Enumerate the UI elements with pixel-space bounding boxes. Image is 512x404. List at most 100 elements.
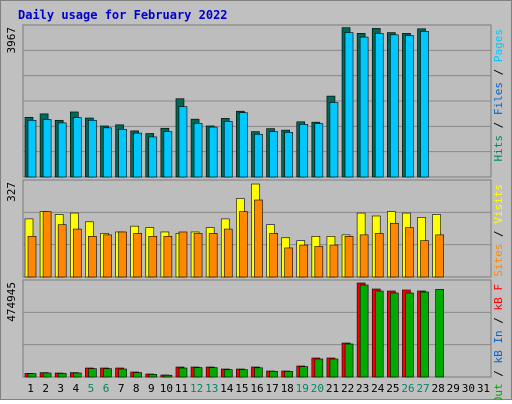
bar-bottom-kb-out-day-24 bbox=[374, 290, 384, 378]
panel-top: 3967 bbox=[5, 24, 492, 178]
bar-top-files-day-15 bbox=[239, 112, 248, 178]
bar-bottom-kb-out-day-6 bbox=[103, 368, 112, 378]
x-tick-label-day-6: 6 bbox=[103, 382, 110, 395]
legend-separator: / bbox=[492, 311, 505, 331]
chart-title: Daily usage for February 2022 bbox=[18, 8, 228, 22]
bar-middle-sites-day-24 bbox=[374, 233, 384, 278]
x-tick-label-day-17: 17 bbox=[265, 382, 278, 395]
legend-entry: Pages bbox=[492, 29, 505, 62]
bar-middle-sites-day-21 bbox=[329, 244, 339, 278]
x-tick-label-day-31: 31 bbox=[477, 382, 490, 395]
legend-separator: / bbox=[492, 115, 505, 135]
bar-top-files-day-24 bbox=[374, 33, 384, 178]
bar-top-files-day-16 bbox=[254, 133, 263, 178]
x-tick-label-day-28: 28 bbox=[432, 382, 445, 395]
legend-top: Hits / Files / Pages bbox=[492, 29, 505, 162]
bar-middle-sites-day-22 bbox=[344, 236, 354, 278]
x-tick-label-day-23: 23 bbox=[356, 382, 369, 395]
x-tick-label-day-1: 1 bbox=[27, 382, 34, 395]
bar-middle-sites-day-16 bbox=[254, 199, 263, 278]
bar-top-files-day-8 bbox=[133, 132, 142, 178]
bar-top-files-day-27 bbox=[420, 31, 429, 178]
bar-top-files-day-17 bbox=[269, 131, 278, 178]
legend-separator: / bbox=[492, 364, 505, 384]
bar-middle-sites-day-8 bbox=[133, 233, 142, 278]
x-tick-label-day-26: 26 bbox=[401, 382, 414, 395]
bar-top-files-day-14 bbox=[223, 121, 233, 178]
bar-bottom-kb-out-day-2 bbox=[42, 372, 52, 378]
legend-entry: kB In bbox=[492, 330, 505, 363]
bar-top-files-day-25 bbox=[390, 34, 399, 178]
bar-middle-sites-day-9 bbox=[148, 236, 158, 278]
bar-top-files-day-7 bbox=[118, 129, 127, 178]
bar-middle-sites-day-5 bbox=[88, 236, 97, 278]
bar-bottom-kb-out-day-17 bbox=[269, 371, 278, 378]
y-max-label-middle: 327 bbox=[5, 182, 18, 202]
bar-middle-sites-day-6 bbox=[103, 234, 112, 278]
legend-text-middle: Sites / Visits bbox=[492, 184, 505, 277]
x-tick-label-day-14: 14 bbox=[220, 382, 234, 395]
bar-bottom-kb-out-day-7 bbox=[118, 368, 127, 378]
x-tick-label-day-10: 10 bbox=[160, 382, 173, 395]
bar-middle-sites-day-26 bbox=[405, 227, 414, 278]
x-tick-label-day-30: 30 bbox=[462, 382, 475, 395]
bar-middle-sites-day-10 bbox=[163, 236, 173, 278]
x-tick-label-day-29: 29 bbox=[447, 382, 460, 395]
bar-bottom-kb-out-day-27 bbox=[420, 291, 429, 378]
bar-middle-sites-day-25 bbox=[390, 222, 399, 278]
bar-top-files-day-18 bbox=[284, 132, 293, 178]
x-tick-label-day-13: 13 bbox=[205, 382, 218, 395]
legend-entry: Files bbox=[492, 82, 505, 115]
x-tick-label-day-9: 9 bbox=[148, 382, 155, 395]
bar-middle-sites-day-3 bbox=[57, 224, 67, 278]
bar-bottom-kb-out-day-5 bbox=[88, 368, 97, 378]
bar-middle-sites-day-27 bbox=[420, 240, 429, 278]
panel-bottom: 474945 bbox=[5, 279, 492, 378]
legend-bottom: kB Out / kB In / kB F bbox=[492, 284, 505, 404]
x-tick-label-day-8: 8 bbox=[133, 382, 140, 395]
bar-middle-sites-day-4 bbox=[72, 228, 82, 278]
bar-top-files-day-1 bbox=[27, 119, 37, 178]
x-tick-label-day-12: 12 bbox=[190, 382, 203, 395]
bar-top-files-day-13 bbox=[208, 126, 218, 178]
bar-top-files-day-3 bbox=[57, 122, 67, 178]
bar-bottom-kb-out-day-10 bbox=[163, 374, 173, 378]
bar-middle-sites-day-13 bbox=[208, 233, 218, 278]
bar-top-files-day-4 bbox=[72, 117, 82, 178]
bar-top-files-day-21 bbox=[329, 102, 339, 178]
bar-bottom-kb-out-day-15 bbox=[239, 369, 248, 378]
x-tick-label-day-11: 11 bbox=[175, 382, 188, 395]
x-tick-label-day-16: 16 bbox=[250, 382, 263, 395]
bar-top-files-day-22 bbox=[344, 32, 354, 178]
bar-bottom-kb-out-day-25 bbox=[390, 292, 399, 378]
x-tick-label-day-7: 7 bbox=[118, 382, 125, 395]
bar-top-files-day-10 bbox=[163, 131, 173, 178]
bar-bottom-kb-out-day-13 bbox=[208, 367, 218, 378]
panel-middle: 327 bbox=[5, 179, 492, 278]
bar-top-files-day-11 bbox=[178, 106, 188, 178]
bar-top-files-day-26 bbox=[405, 35, 414, 178]
x-tick-label-day-20: 20 bbox=[311, 382, 324, 395]
bar-middle-sites-day-18 bbox=[284, 247, 293, 278]
legend-entry: Hits bbox=[492, 135, 505, 162]
bar-bottom-kb-out-day-19 bbox=[299, 366, 309, 378]
bar-top-files-day-23 bbox=[359, 36, 369, 178]
bar-bottom-kb-out-day-20 bbox=[314, 358, 324, 378]
x-tick-label-day-18: 18 bbox=[281, 382, 294, 395]
x-tick-label-day-2: 2 bbox=[42, 382, 49, 395]
bar-bottom-kb-out-day-4 bbox=[72, 372, 82, 378]
legend-text-bottom: kB Out / kB In / kB F bbox=[492, 284, 505, 400]
bar-middle-sites-day-1 bbox=[27, 236, 37, 278]
bar-bottom-kb-out-day-16 bbox=[254, 367, 263, 378]
bar-bottom-kb-out-day-22 bbox=[344, 343, 354, 378]
bar-middle-sites-day-11 bbox=[178, 231, 188, 278]
legend-text-top: Hits / Files / Pages bbox=[492, 29, 505, 162]
x-tick-label-day-19: 19 bbox=[296, 382, 309, 395]
bar-bottom-kb-out-day-18 bbox=[284, 371, 293, 378]
x-tick-label-day-22: 22 bbox=[341, 382, 354, 395]
bar-middle-sites-day-23 bbox=[359, 234, 369, 278]
bar-top-files-day-5 bbox=[88, 119, 97, 178]
bar-middle-sites-day-28 bbox=[435, 234, 444, 278]
